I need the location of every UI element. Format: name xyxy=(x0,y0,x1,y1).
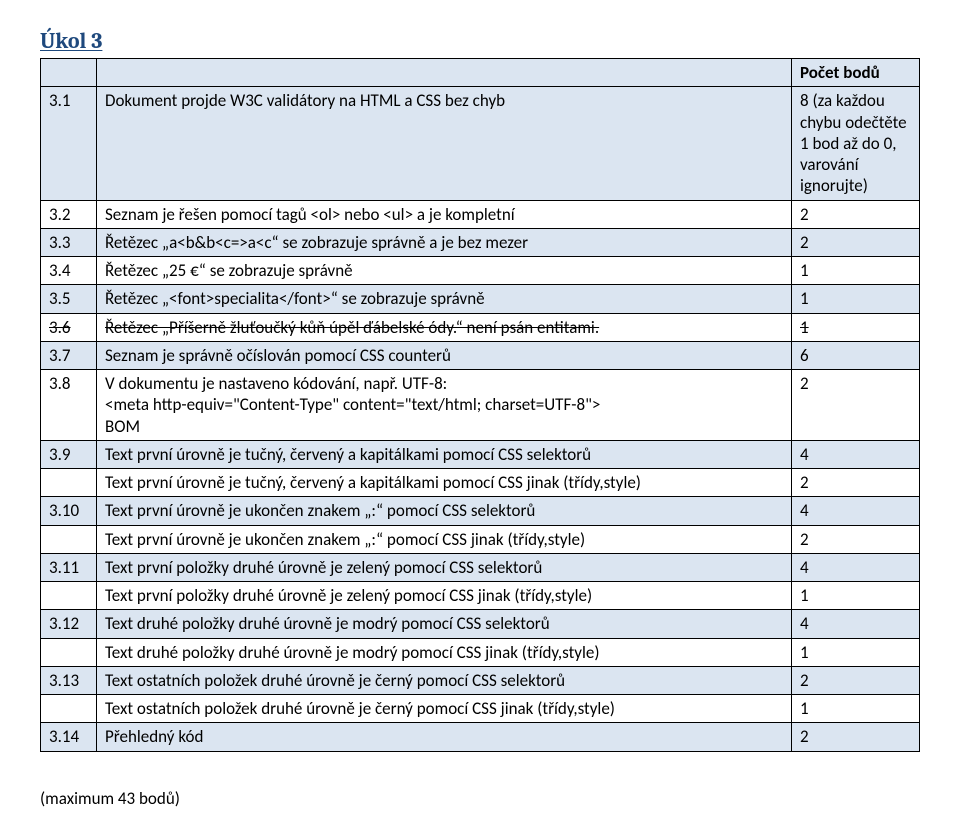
header-desc xyxy=(97,59,792,87)
cell-number: 3.3 xyxy=(41,228,97,256)
cell-number: 3.9 xyxy=(41,440,97,468)
cell-number: 3.2 xyxy=(41,200,97,228)
table-row: 3.4Řetězec „25 €“ se zobrazuje správně1 xyxy=(41,257,920,285)
table-header-row: Počet bodů xyxy=(41,59,920,87)
table-row: 3.5Řetězec „<font>specialita</font>“ se … xyxy=(41,285,920,313)
cell-points: 2 xyxy=(792,666,920,694)
table-row: 3.7Seznam je správně očíslován pomocí CS… xyxy=(41,341,920,369)
cell-number: 3.8 xyxy=(41,370,97,441)
cell-description: Text první položky druhé úrovně je zelen… xyxy=(97,553,792,581)
table-row: Text první úrovně je ukončen znakem „:“ … xyxy=(41,525,920,553)
cell-description: Text první úrovně je tučný, červený a ka… xyxy=(97,469,792,497)
cell-points: 8 (za každou chybu odečtěte 1 bod až do … xyxy=(792,87,920,200)
cell-points: 4 xyxy=(792,440,920,468)
cell-points: 2 xyxy=(792,723,920,751)
table-row: 3.6Řetězec „Příšerně žluťoučký kůň úpěl … xyxy=(41,313,920,341)
cell-number xyxy=(41,582,97,610)
cell-description: Text první úrovně je ukončen znakem „:“ … xyxy=(97,525,792,553)
cell-number xyxy=(41,638,97,666)
cell-number: 3.7 xyxy=(41,341,97,369)
cell-description: V dokumentu je nastaveno kódování, např.… xyxy=(97,370,792,441)
cell-description: Řetězec „<font>specialita</font>“ se zob… xyxy=(97,285,792,313)
cell-description: Text první položky druhé úrovně je zelen… xyxy=(97,582,792,610)
table-row: 3.10Text první úrovně je ukončen znakem … xyxy=(41,497,920,525)
cell-number: 3.13 xyxy=(41,666,97,694)
cell-points: 1 xyxy=(792,582,920,610)
cell-points: 2 xyxy=(792,228,920,256)
cell-description: Seznam je řešen pomocí tagů <ol> nebo <u… xyxy=(97,200,792,228)
cell-number xyxy=(41,525,97,553)
cell-number: 3.11 xyxy=(41,553,97,581)
table-row: 3.13Text ostatních položek druhé úrovně … xyxy=(41,666,920,694)
cell-description: Přehledný kód xyxy=(97,723,792,751)
cell-points: 1 xyxy=(792,313,920,341)
table-row: Text ostatních položek druhé úrovně je č… xyxy=(41,695,920,723)
table-row: 3.14Přehledný kód2 xyxy=(41,723,920,751)
cell-number: 3.12 xyxy=(41,610,97,638)
cell-number: 3.5 xyxy=(41,285,97,313)
cell-number: 3.10 xyxy=(41,497,97,525)
cell-description: Text druhé položky druhé úrovně je modrý… xyxy=(97,638,792,666)
cell-description: Řetězec „25 €“ se zobrazuje správně xyxy=(97,257,792,285)
table-row: 3.8V dokumentu je nastaveno kódování, na… xyxy=(41,370,920,441)
table-row: 3.1Dokument projde W3C validátory na HTM… xyxy=(41,87,920,200)
table-row: 3.2Seznam je řešen pomocí tagů <ol> nebo… xyxy=(41,200,920,228)
cell-points: 2 xyxy=(792,469,920,497)
cell-description: Text druhé položky druhé úrovně je modrý… xyxy=(97,610,792,638)
cell-description: Seznam je správně očíslován pomocí CSS c… xyxy=(97,341,792,369)
table-row: Text druhé položky druhé úrovně je modrý… xyxy=(41,638,920,666)
table-row: Text první položky druhé úrovně je zelen… xyxy=(41,582,920,610)
cell-points: 1 xyxy=(792,638,920,666)
table-row: 3.12Text druhé položky druhé úrovně je m… xyxy=(41,610,920,638)
cell-points: 1 xyxy=(792,285,920,313)
cell-description: Text ostatních položek druhé úrovně je č… xyxy=(97,695,792,723)
cell-points: 1 xyxy=(792,257,920,285)
cell-description: Řetězec „a<b&b<c=>a<c“ se zobrazuje sprá… xyxy=(97,228,792,256)
table-row: Text první úrovně je tučný, červený a ka… xyxy=(41,469,920,497)
cell-points: 2 xyxy=(792,370,920,441)
page-title: Úkol 3 xyxy=(40,28,920,54)
cell-description: Text ostatních položek druhé úrovně je č… xyxy=(97,666,792,694)
cell-number: 3.6 xyxy=(41,313,97,341)
header-points: Počet bodů xyxy=(792,59,920,87)
cell-number: 3.4 xyxy=(41,257,97,285)
table-row: 3.11Text první položky druhé úrovně je z… xyxy=(41,553,920,581)
table-row: 3.3Řetězec „a<b&b<c=>a<c“ se zobrazuje s… xyxy=(41,228,920,256)
cell-number: 3.1 xyxy=(41,87,97,200)
cell-points: 4 xyxy=(792,553,920,581)
cell-description: Text první úrovně je ukončen znakem „:“ … xyxy=(97,497,792,525)
cell-number xyxy=(41,469,97,497)
cell-description: Řetězec „Příšerně žluťoučký kůň úpěl ďáb… xyxy=(97,313,792,341)
header-num xyxy=(41,59,97,87)
footer-maximum: (maximum 43 bodů) xyxy=(40,788,920,809)
cell-points: 6 xyxy=(792,341,920,369)
criteria-table: Počet bodů 3.1Dokument projde W3C validá… xyxy=(40,58,920,752)
cell-points: 2 xyxy=(792,525,920,553)
cell-description: Dokument projde W3C validátory na HTML a… xyxy=(97,87,792,200)
cell-points: 4 xyxy=(792,610,920,638)
cell-points: 4 xyxy=(792,497,920,525)
cell-points: 2 xyxy=(792,200,920,228)
cell-number: 3.14 xyxy=(41,723,97,751)
cell-description: Text první úrovně je tučný, červený a ka… xyxy=(97,440,792,468)
cell-points: 1 xyxy=(792,695,920,723)
cell-number xyxy=(41,695,97,723)
table-row: 3.9Text první úrovně je tučný, červený a… xyxy=(41,440,920,468)
